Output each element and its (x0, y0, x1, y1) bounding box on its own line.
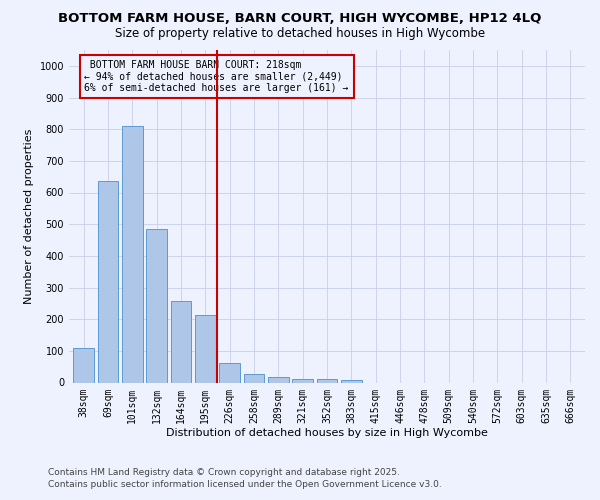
Bar (170, 302, 191, 382)
Text: Size of property relative to detached houses in High Wycombe: Size of property relative to detached ho… (115, 28, 485, 40)
Bar (98, 182, 118, 382)
Text: BOTTOM FARM HOUSE BARN COURT: 218sqm
← 94% of detached houses are smaller (2,449: BOTTOM FARM HOUSE BARN COURT: 218sqm ← 9… (85, 60, 349, 93)
Y-axis label: Number of detached properties: Number of detached properties (24, 128, 34, 304)
Bar (146, 229, 167, 382)
Bar (219, 362, 240, 382)
X-axis label: Distribution of detached houses by size in High Wycombe: Distribution of detached houses by size … (166, 428, 488, 438)
Text: BOTTOM FARM HOUSE, BARN COURT, HIGH WYCOMBE, HP12 4LQ: BOTTOM FARM HOUSE, BARN COURT, HIGH WYCO… (58, 12, 542, 26)
Bar (317, 380, 337, 382)
Bar (73, 348, 94, 382)
Bar (122, 126, 143, 382)
Bar (195, 316, 215, 382)
Bar (268, 377, 289, 382)
Bar (341, 380, 362, 382)
Bar (244, 374, 265, 382)
Bar (292, 378, 313, 382)
Text: Contains HM Land Registry data © Crown copyright and database right 2025.
Contai: Contains HM Land Registry data © Crown c… (48, 468, 442, 489)
